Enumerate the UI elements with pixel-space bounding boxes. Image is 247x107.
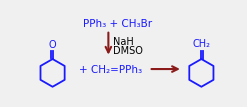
Text: PPh₃ + CH₃Br: PPh₃ + CH₃Br — [83, 19, 152, 29]
Text: DMSO: DMSO — [113, 46, 143, 56]
Text: O: O — [49, 40, 56, 50]
Text: NaH: NaH — [113, 37, 134, 48]
Text: + CH₂=PPh₃: + CH₂=PPh₃ — [79, 65, 142, 75]
Text: CH₂: CH₂ — [192, 39, 210, 49]
